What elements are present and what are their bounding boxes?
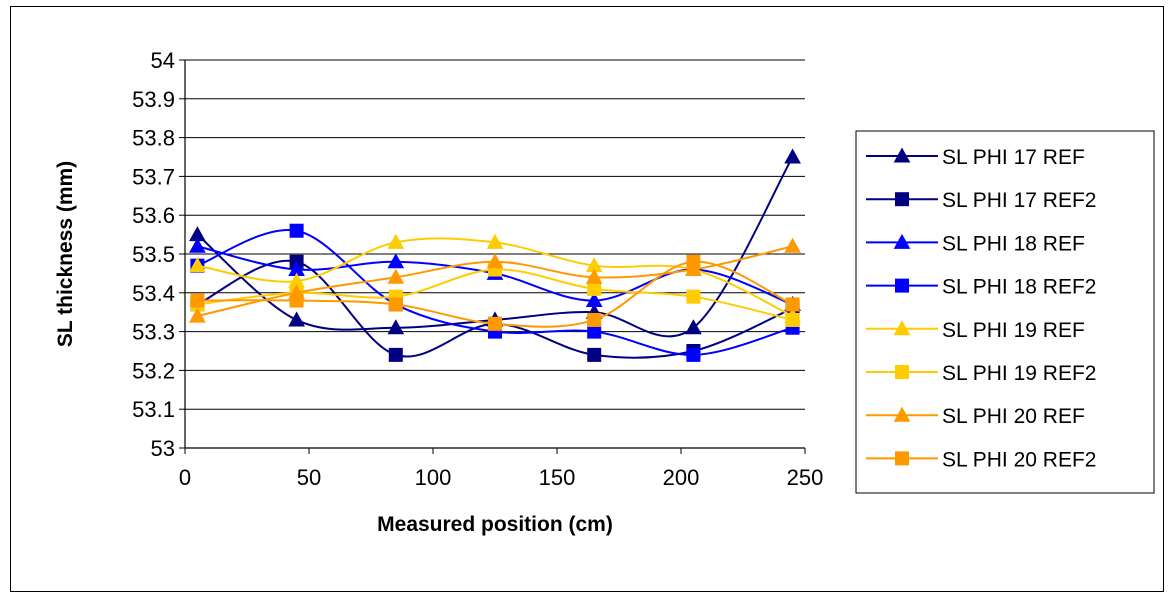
- legend-marker: [893, 147, 911, 163]
- x-tick-label: 0: [179, 465, 191, 490]
- legend-item: SL PHI 17 REF2: [866, 189, 1096, 212]
- legend-marker: [893, 233, 911, 249]
- y-tick-label: 54: [151, 48, 175, 73]
- series-7: [189, 237, 801, 323]
- legend-label: SL PHI 19 REF: [942, 319, 1085, 342]
- legend-item: SL PHI 19 REF: [866, 319, 1085, 342]
- x-tick-label: 50: [297, 465, 321, 490]
- data-point: [387, 319, 405, 335]
- data-point: [387, 253, 405, 269]
- y-tick-label: 53: [151, 436, 175, 461]
- legend-item: SL PHI 20 REF: [866, 405, 1085, 428]
- data-point: [785, 297, 800, 312]
- legend-marker: [893, 406, 911, 422]
- legend-marker: [893, 320, 911, 336]
- data-point: [288, 311, 305, 327]
- data-point: [686, 254, 701, 269]
- data-point: [685, 260, 702, 277]
- legend-item: SL PHI 19 REF2: [866, 362, 1096, 385]
- y-tick-label: 53.9: [132, 87, 175, 112]
- x-tick-label: 100: [415, 465, 452, 490]
- data-point: [587, 312, 602, 327]
- legend-label: SL PHI 18 REF: [942, 232, 1085, 255]
- y-tick-label: 53.1: [132, 397, 175, 422]
- data-point: [486, 233, 504, 249]
- data-point: [587, 347, 602, 362]
- data-point: [587, 324, 602, 339]
- data-point: [686, 347, 701, 362]
- series-8: [190, 254, 800, 331]
- y-tick-label: 53.3: [132, 320, 175, 345]
- legend-label: SL PHI 19 REF2: [942, 362, 1096, 385]
- x-tick-label: 200: [663, 465, 700, 490]
- y-tick-label: 53.6: [132, 203, 175, 228]
- legend-box: [855, 130, 1155, 494]
- y-tick-label: 53.7: [132, 164, 175, 189]
- legend-marker: [895, 192, 909, 207]
- data-point: [784, 237, 801, 253]
- data-point: [587, 281, 602, 296]
- data-point: [387, 233, 405, 249]
- data-point: [289, 293, 304, 308]
- y-tick-label: 53.4: [132, 281, 175, 306]
- legend-item: SL PHI 20 REF2: [866, 448, 1096, 471]
- data-point: [488, 316, 502, 331]
- data-point: [388, 297, 403, 312]
- legend-label: SL PHI 18 REF2: [942, 276, 1096, 299]
- data-point: [289, 223, 304, 238]
- data-point: [784, 148, 801, 164]
- legend-label: SL PHI 20 REF: [942, 405, 1085, 428]
- data-point: [486, 253, 504, 269]
- data-point: [388, 347, 403, 362]
- data-point: [189, 237, 206, 253]
- y-tick-label: 53.8: [132, 126, 175, 151]
- x-axis-title: Measured position (cm): [377, 513, 613, 536]
- y-tick-label: 53.5: [132, 242, 175, 267]
- legend-marker: [895, 451, 909, 466]
- data-point: [686, 289, 701, 304]
- legend-label: SL PHI 17 REF2: [942, 189, 1096, 212]
- legend-marker: [895, 278, 909, 293]
- data-point: [189, 307, 206, 323]
- data-point: [585, 268, 603, 284]
- data-point: [785, 312, 800, 327]
- data-point: [387, 268, 405, 284]
- legend-item: SL PHI 18 REF: [866, 232, 1085, 255]
- legend-label: SL PHI 17 REF: [942, 146, 1085, 169]
- data-point: [585, 292, 603, 308]
- y-tick-label: 53.2: [132, 358, 175, 383]
- legend-marker: [895, 365, 909, 379]
- x-tick-label: 150: [539, 465, 576, 490]
- y-axis-title: SL thickness (mm): [54, 161, 77, 347]
- legend-item: SL PHI 17 REF: [866, 146, 1085, 169]
- x-tick-label: 250: [787, 465, 824, 490]
- data-point: [189, 257, 206, 273]
- data-point: [685, 319, 702, 335]
- legend-label: SL PHI 20 REF2: [942, 448, 1096, 471]
- legend-item: SL PHI 18 REF2: [866, 276, 1096, 299]
- data-point: [190, 293, 205, 308]
